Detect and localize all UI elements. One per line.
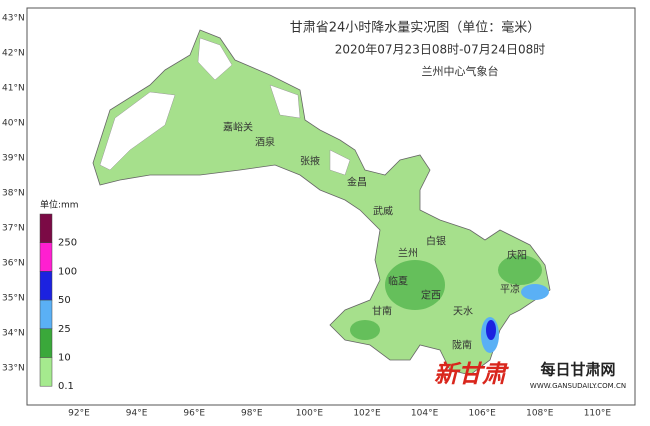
legend-swatch: [39, 299, 53, 330]
city-label: 嘉峪关: [223, 121, 253, 134]
legend-swatch: [39, 357, 53, 387]
lon-label: 102°E: [353, 409, 381, 419]
city-label: 酒泉: [255, 136, 275, 149]
city-label: 白银: [426, 235, 446, 248]
lat-label: 35°N: [2, 294, 25, 304]
lon-label: 108°E: [526, 409, 554, 419]
city-label: 陇南: [452, 339, 472, 352]
city-label: 武威: [373, 205, 393, 218]
lat-label: 40°N: [2, 119, 25, 129]
lat-label: 39°N: [2, 154, 25, 164]
rain-area: [350, 320, 380, 340]
legend-label: 50: [58, 295, 71, 306]
site-name: 每日甘肃网: [540, 361, 615, 379]
legend-label: 25: [58, 324, 71, 335]
legend-swatch: [39, 328, 53, 358]
city-label: 天水: [453, 306, 473, 318]
legend-swatch: [39, 271, 53, 301]
legend-swatch: [39, 242, 53, 272]
dry-area: [269, 84, 301, 119]
legend-label: 10: [58, 353, 71, 364]
lon-label: 100°E: [296, 409, 324, 419]
site-url: WWW.GANSUDAILY.COM.CN: [530, 382, 626, 390]
city-label: 庆阳: [507, 249, 527, 262]
lat-label: 33°N: [2, 364, 25, 374]
city-label: 甘南: [372, 305, 392, 318]
city-label: 临夏: [388, 275, 408, 288]
city-label: 平凉: [500, 283, 520, 296]
title: 甘肃省24小时降水量实况图（单位：毫米）: [290, 20, 541, 36]
lon-label: 96°E: [183, 409, 205, 419]
lat-label: 38°N: [2, 189, 25, 199]
lat-label: 41°N: [2, 84, 25, 94]
dry-area: [329, 149, 351, 176]
rain-area: [498, 255, 542, 285]
lat-label: 42°N: [2, 49, 25, 59]
lon-label: 110°E: [584, 409, 612, 419]
lon-label: 106°E: [469, 409, 497, 419]
lat-label: 43°N: [2, 14, 25, 24]
lon-label: 92°E: [68, 409, 90, 419]
legend-swatch: [39, 213, 53, 243]
city-label: 金昌: [347, 176, 367, 189]
rain-area: [486, 320, 496, 340]
lat-label: 37°N: [2, 224, 25, 234]
region: [92, 29, 551, 376]
lon-label: 94°E: [126, 409, 148, 419]
city-label: 张掖: [300, 155, 320, 168]
source: 兰州中心气象台: [422, 64, 499, 78]
rain-area: [385, 260, 445, 310]
rain-area: [521, 284, 549, 300]
legend-label: 250: [58, 238, 77, 249]
city-label: 定西: [421, 289, 441, 302]
lon-label: 104°E: [411, 409, 439, 419]
dry-area: [99, 91, 176, 171]
lon-label: 98°E: [241, 409, 263, 419]
city-label: 兰州: [398, 247, 418, 260]
subtitle: 2020年07月23日08时-07月24日08时: [335, 43, 546, 57]
legend-label: 0.1: [58, 381, 74, 392]
lat-label: 36°N: [2, 259, 25, 269]
legend-label: 100: [58, 266, 77, 277]
dry-area: [197, 37, 233, 81]
logo: 新甘肃: [434, 360, 509, 388]
lat-label: 34°N: [2, 329, 25, 339]
map-frame: [26, 7, 636, 406]
legend-title: 单位:mm: [40, 199, 79, 211]
